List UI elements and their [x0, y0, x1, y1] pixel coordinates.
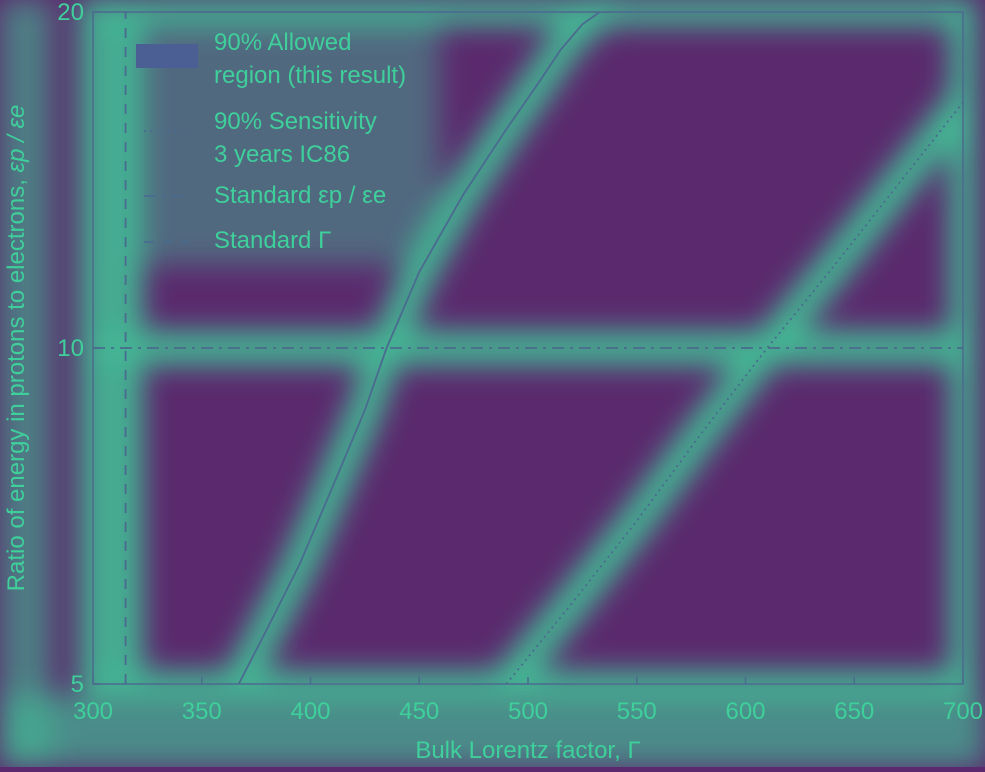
legend-label: 90% Sensitivity: [214, 108, 377, 135]
x-tick-label: 500: [508, 698, 548, 725]
x-tick-label: 550: [617, 698, 657, 725]
legend-label: Standard εp / εe: [214, 182, 386, 209]
y-tick-label: 5: [71, 671, 84, 698]
x-tick-label: 300: [73, 698, 113, 725]
y-axis-label: Ratio of energy in protons to electrons,…: [3, 105, 30, 592]
y-axis-label-text: Ratio of energy in protons to electrons,: [3, 172, 30, 591]
x-tick-label: 650: [834, 698, 874, 725]
x-tick-label: 400: [290, 698, 330, 725]
legend-label: 90% Allowed: [214, 29, 351, 56]
y-axis-glow: [0, 0, 52, 767]
y-tick-label: 10: [57, 335, 84, 362]
series-line-dotted: [505, 101, 963, 684]
x-tick-label: 700: [943, 698, 983, 725]
legend-label-line2: region (this result): [214, 62, 406, 89]
series-glow: [493, 91, 977, 695]
x-tick-label: 350: [182, 698, 222, 725]
y-axis-label-math: εp / εe: [3, 105, 30, 173]
x-tick-label: 600: [725, 698, 765, 725]
legend-swatch-allowed: [136, 44, 198, 68]
y-tick-label: 20: [57, 0, 84, 26]
series-line-solid: [237, 12, 611, 684]
x-tick-label: 450: [399, 698, 439, 725]
legend: 90% Allowed region (this result) 90% Sensi…: [136, 29, 406, 254]
x-axis-label: Bulk Lorentz factor, Γ: [415, 737, 640, 764]
x-axis-glow: [0, 695, 985, 767]
legend-label: Standard Γ: [214, 227, 331, 254]
legend-label-line2: 3 years IC86: [214, 141, 350, 168]
